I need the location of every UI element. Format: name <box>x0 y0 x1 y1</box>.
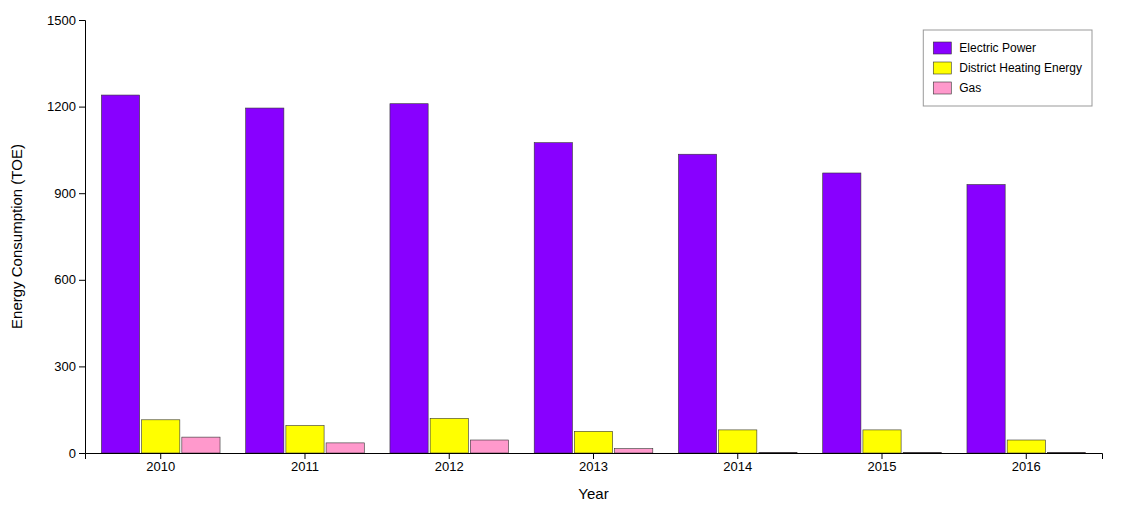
bar <box>903 452 941 453</box>
x-tick: 2015 <box>868 453 897 474</box>
x-tick: 2013 <box>579 453 608 474</box>
tick-mark <box>737 453 738 459</box>
x-tick: 2014 <box>723 453 752 474</box>
bar-series <box>142 418 1046 453</box>
tick-label: 300 <box>54 359 76 374</box>
legend-item: District Heating Energy <box>933 61 1082 75</box>
y-tick: 600 <box>54 272 85 287</box>
tick-label: 2011 <box>291 459 319 474</box>
bar <box>615 449 653 453</box>
tick-label: 2015 <box>868 459 897 474</box>
tick-label: 1500 <box>47 13 76 28</box>
legend-box <box>923 30 1092 106</box>
tick-mark <box>79 193 85 194</box>
tick-mark <box>593 453 594 459</box>
y-axis: 0 300 600 900 1200 1500 <box>47 13 85 461</box>
tick-mark <box>1026 453 1027 459</box>
legend-item: Electric Power <box>933 41 1036 55</box>
bar <box>823 173 861 453</box>
bar <box>678 154 716 453</box>
bar <box>326 443 364 453</box>
bar <box>286 426 324 453</box>
tick-label: 2014 <box>723 459 752 474</box>
y-tick: 1500 <box>47 13 85 28</box>
bars <box>101 95 1085 453</box>
bar <box>470 440 508 453</box>
bar <box>574 431 612 453</box>
bar <box>967 185 1005 453</box>
x-axis: 2010 2011 2012 2013 2014 2015 2016 <box>86 453 1103 474</box>
x-axis-title: Year <box>578 485 608 502</box>
x-tick: 2012 <box>435 453 464 474</box>
bar <box>101 95 139 453</box>
bar <box>1047 452 1085 453</box>
plot-area: 2010 2011 2012 2013 2014 2015 2016 0 300 600 900 12… <box>47 13 1102 475</box>
legend-label: Gas <box>959 81 981 95</box>
tick-mark <box>449 453 450 459</box>
tick-label: 0 <box>69 446 76 461</box>
legend-label: Electric Power <box>959 41 1036 55</box>
chart-container: 2010 2011 2012 2013 2014 2015 2016 0 300 600 900 12… <box>0 0 1122 513</box>
bar <box>390 104 428 453</box>
tick-mark <box>79 107 85 108</box>
legend-item: Gas <box>933 81 981 95</box>
tick-mark <box>160 453 161 459</box>
bar <box>430 418 468 453</box>
x-tick: 2011 <box>291 453 319 474</box>
legend-label: District Heating Energy <box>959 61 1082 75</box>
legend-swatch <box>933 62 951 74</box>
y-tick: 300 <box>54 359 85 374</box>
y-tick: 0 <box>69 446 85 461</box>
bar <box>863 430 901 453</box>
legend-swatch <box>933 42 951 54</box>
tick-label: 900 <box>54 186 76 201</box>
tick-label: 600 <box>54 272 76 287</box>
y-tick: 1200 <box>47 99 85 114</box>
tick-label: 2016 <box>1012 459 1041 474</box>
bar-series <box>101 95 1005 453</box>
x-tick: 2010 <box>146 453 175 474</box>
bar <box>1007 440 1045 453</box>
tick-mark <box>79 453 85 454</box>
tick-label: 2010 <box>146 459 175 474</box>
bar <box>719 430 757 453</box>
tick-mark <box>79 20 85 21</box>
axis-line <box>79 21 86 454</box>
tick-label: 2013 <box>579 459 608 474</box>
bar <box>759 452 797 453</box>
tick-mark <box>79 366 85 367</box>
chart-svg: 2010 2011 2012 2013 2014 2015 2016 0 300 600 900 12… <box>0 0 1122 513</box>
legend: Electric Power District Heating Energy Gas <box>923 30 1092 106</box>
bar <box>182 437 220 453</box>
bar-series <box>182 437 1086 453</box>
tick-label: 1200 <box>47 99 76 114</box>
axis-line <box>86 454 1103 460</box>
tick-mark <box>304 453 305 459</box>
y-axis-title: Energy Consumption (TOE) <box>8 144 25 329</box>
bar <box>534 143 572 453</box>
tick-mark <box>882 453 883 459</box>
y-tick: 900 <box>54 186 85 201</box>
legend-swatch <box>933 82 951 94</box>
x-tick: 2016 <box>1012 453 1041 474</box>
tick-label: 2012 <box>435 459 464 474</box>
bar <box>142 420 180 453</box>
tick-mark <box>79 280 85 281</box>
bar <box>246 108 284 453</box>
